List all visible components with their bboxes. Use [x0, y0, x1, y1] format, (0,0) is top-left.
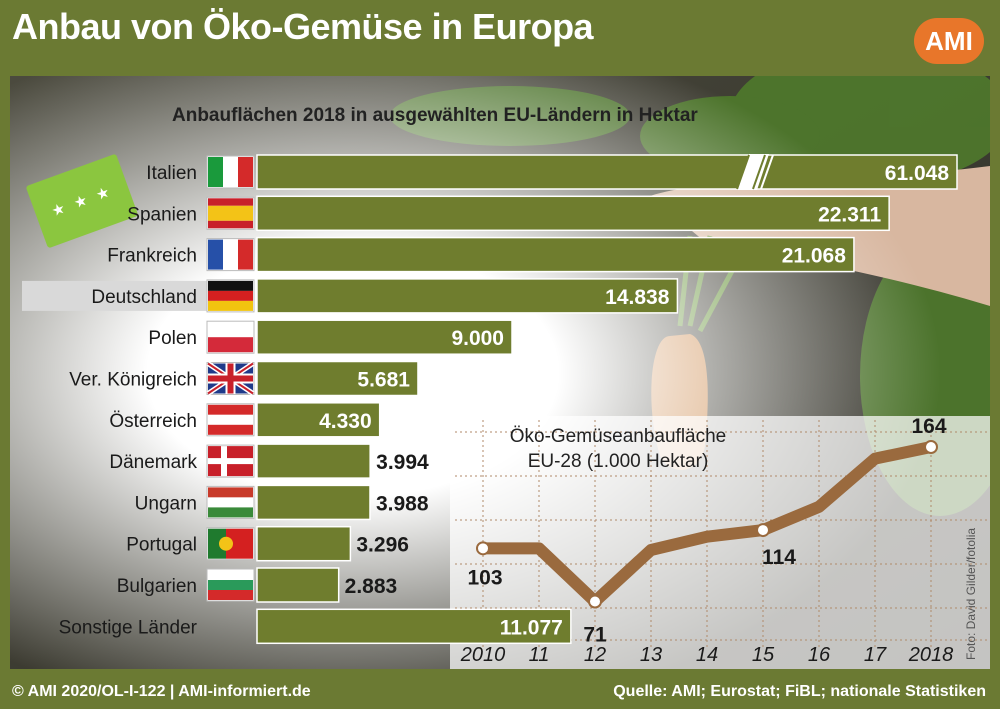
bar-row: Italien 61.048 — [146, 154, 958, 190]
bar-row: Polen 9.000 — [148, 319, 513, 355]
portugal-flag — [206, 527, 255, 561]
x-tick-label: 15 — [752, 644, 775, 666]
bar-row: Portugal 3.296 — [126, 525, 409, 562]
x-tick-label: 11 — [529, 644, 550, 666]
point-value-label: 164 — [911, 415, 946, 438]
data-point — [756, 523, 770, 538]
axis-break — [736, 154, 774, 190]
highlight-band — [22, 280, 207, 311]
bar-row: Ungarn 3.988 — [135, 484, 429, 521]
germany-flag — [206, 279, 255, 313]
point-value-label: 103 — [467, 566, 502, 589]
footer-source: Quelle: AMI; Eurostat; FiBL; nationale S… — [613, 683, 986, 700]
line-chart: 103 71 114 164 2010 11 12 13 14 15 16 17 2018 — [460, 415, 954, 666]
bar-row: Sonstige Länder 11.077 — [59, 608, 572, 645]
country-label: Italien — [146, 163, 197, 184]
bar-chart: Italien 61.048 Spanien 22.311 Frankreich 21.0… — [22, 154, 958, 645]
austria-flag — [206, 403, 255, 437]
bar-value-label: 3.988 — [376, 492, 429, 515]
x-tick-label: 13 — [640, 644, 662, 666]
line-chart-title: Öko-Gemüseanbaufläche EU-28 (1.000 Hekta… — [468, 424, 768, 474]
bar — [256, 443, 371, 479]
bar — [256, 154, 958, 190]
bar — [256, 402, 381, 438]
line-chart-title-line-1: Öko-Gemüseanbaufläche — [509, 426, 727, 447]
bar-value-label: 5.681 — [357, 369, 410, 392]
bar-row: Bulgarien 2.883 — [117, 567, 398, 603]
hungary-flag — [206, 485, 255, 519]
bar-value-label: 61.048 — [885, 162, 950, 185]
ami-logo: AMI — [914, 18, 984, 64]
bar-row: Ver. Königreich 5.681 — [69, 360, 419, 397]
bar — [256, 525, 352, 562]
bar — [256, 236, 855, 273]
uk-flag — [206, 361, 255, 396]
x-tick-label: 12 — [584, 644, 606, 666]
point-value-label: 114 — [762, 546, 796, 569]
country-label: Sonstige Länder — [59, 617, 198, 638]
footer-copyright: © AMI 2020/OL-I-122 | AMI-informiert.de — [12, 683, 311, 700]
country-label: Österreich — [109, 411, 197, 432]
data-point — [476, 541, 490, 556]
data-point — [924, 440, 938, 454]
bar — [256, 319, 513, 355]
bar-value-label: 21.068 — [782, 245, 847, 268]
country-label: Ungarn — [135, 493, 197, 514]
denmark-flag — [206, 444, 255, 478]
bar-row: Frankreich 21.068 — [107, 236, 855, 273]
country-label: Dänemark — [109, 452, 197, 473]
bar-value-label: 22.311 — [818, 203, 881, 226]
bar-row: Deutschland 14.838 — [22, 278, 679, 314]
bar — [256, 567, 340, 603]
line-chart-title-line-2: EU-28 (1.000 Hektar) — [527, 451, 709, 472]
page-title: Anbau von Öko-Gemüse in Europa — [12, 6, 594, 47]
bar-chart-title: Anbauflächen 2018 in ausgewählten EU-Län… — [172, 105, 698, 126]
country-label: Deutschland — [91, 287, 197, 308]
data-point — [588, 594, 602, 609]
country-label: Portugal — [126, 535, 197, 556]
bar — [256, 360, 419, 397]
spain-flag — [206, 196, 255, 230]
france-flag — [206, 238, 255, 272]
bar-value-label: 2.883 — [345, 575, 398, 598]
bar — [256, 608, 572, 645]
x-tick-label: 14 — [696, 644, 718, 666]
bar — [256, 484, 371, 521]
poland-flag — [206, 320, 255, 354]
country-label: Bulgarien — [117, 576, 197, 597]
bar-value-label: 3.994 — [376, 451, 429, 474]
bar-row: Österreich 4.330 — [109, 402, 381, 438]
x-tick-label: 16 — [808, 644, 831, 666]
bar-value-label: 14.838 — [605, 286, 670, 309]
x-tick-label: 2010 — [460, 644, 506, 666]
bar-row: Dänemark 3.994 — [109, 443, 429, 479]
country-label: Spanien — [127, 204, 197, 225]
x-tick-label: 2018 — [908, 644, 954, 666]
x-tick-label: 17 — [864, 644, 887, 666]
bar — [256, 195, 890, 232]
country-label: Frankreich — [107, 246, 197, 267]
point-value-label: 71 — [583, 624, 607, 647]
country-label: Polen — [148, 328, 197, 349]
bar-row: Spanien 22.311 — [127, 195, 890, 232]
bar-value-label: 3.296 — [356, 534, 409, 557]
bar-value-label: 4.330 — [319, 410, 372, 433]
bar-value-label: 11.077 — [500, 616, 563, 639]
photo-credit: Foto: David Gilder/fotolia — [964, 527, 978, 660]
italy-flag — [206, 155, 255, 189]
bar-value-label: 9.000 — [451, 327, 504, 350]
country-label: Ver. Königreich — [69, 370, 197, 391]
series-line — [477, 441, 937, 608]
bar — [256, 278, 679, 314]
bulgaria-flag — [206, 568, 255, 602]
